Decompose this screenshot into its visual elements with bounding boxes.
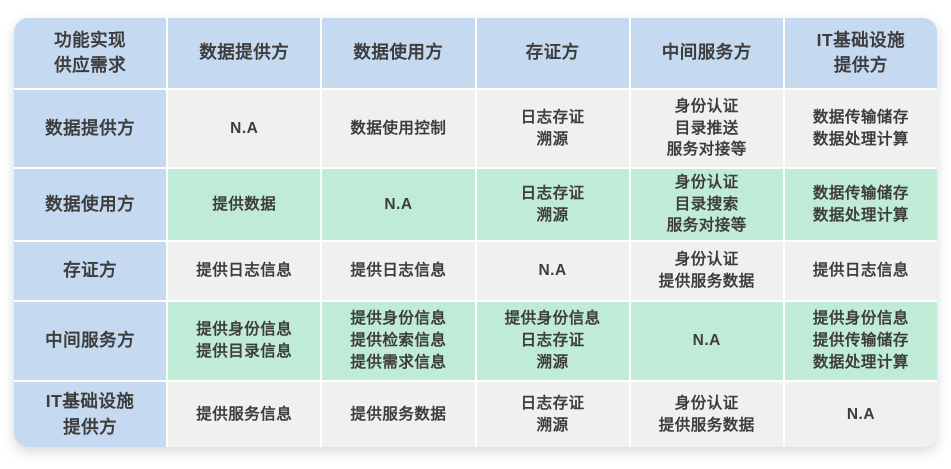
table-cell: 身份认证 目录推送 服务对接等 xyxy=(630,90,783,167)
table-cell: N.A xyxy=(784,382,937,447)
table-cell: 提供日志信息 xyxy=(784,242,937,300)
row-header-data-user: 数据使用方 xyxy=(14,169,167,240)
table-cell: N.A xyxy=(630,302,783,380)
table-cell: 日志存证 溯源 xyxy=(476,382,629,447)
table-cell: 身份认证 提供服务数据 xyxy=(630,242,783,300)
table-cell: 提供身份信息 日志存证 溯源 xyxy=(476,302,629,380)
row-header-attestation-party: 存证方 xyxy=(14,242,167,300)
table-cell: 提供服务信息 xyxy=(168,382,321,447)
table-cell: 提供数据 xyxy=(168,169,321,240)
table-cell: 提供身份信息 提供目录信息 xyxy=(168,302,321,380)
table-cell: 提供身份信息 提供检索信息 提供需求信息 xyxy=(322,302,475,380)
table-cell: N.A xyxy=(168,90,321,167)
column-header-it-infrastructure-provider: IT基础设施 提供方 xyxy=(784,18,937,88)
column-header-data-user: 数据使用方 xyxy=(322,18,475,88)
table-cell: N.A xyxy=(322,169,475,240)
table-cell: 提供日志信息 xyxy=(322,242,475,300)
table-cell: 提供日志信息 xyxy=(168,242,321,300)
table-cell: 日志存证 溯源 xyxy=(476,90,629,167)
table-cell: N.A xyxy=(476,242,629,300)
row-header-data-provider: 数据提供方 xyxy=(14,90,167,167)
column-header-data-provider: 数据提供方 xyxy=(168,18,321,88)
column-header-intermediary-service: 中间服务方 xyxy=(630,18,783,88)
table-cell: 提供服务数据 xyxy=(322,382,475,447)
table-cell: 数据传输储存 数据处理计算 xyxy=(784,169,937,240)
corner-header-function-supply-demand: 功能实现 供应需求 xyxy=(14,18,167,88)
table-cell: 日志存证 溯源 xyxy=(476,169,629,240)
column-header-attestation-party: 存证方 xyxy=(476,18,629,88)
table-cell: 提供身份信息 提供传输储存 数据处理计算 xyxy=(784,302,937,380)
row-header-it-infrastructure-provider: IT基础设施 提供方 xyxy=(14,382,167,447)
supply-demand-matrix-table: 功能实现 供应需求 数据提供方 数据使用方 存证方 中间服务方 IT基础设施 提… xyxy=(14,18,937,447)
table-cell: 身份认证 提供服务数据 xyxy=(630,382,783,447)
table-cell: 数据使用控制 xyxy=(322,90,475,167)
table-cell: 身份认证 目录搜索 服务对接等 xyxy=(630,169,783,240)
row-header-intermediary-service: 中间服务方 xyxy=(14,302,167,380)
table-cell: 数据传输储存 数据处理计算 xyxy=(784,90,937,167)
